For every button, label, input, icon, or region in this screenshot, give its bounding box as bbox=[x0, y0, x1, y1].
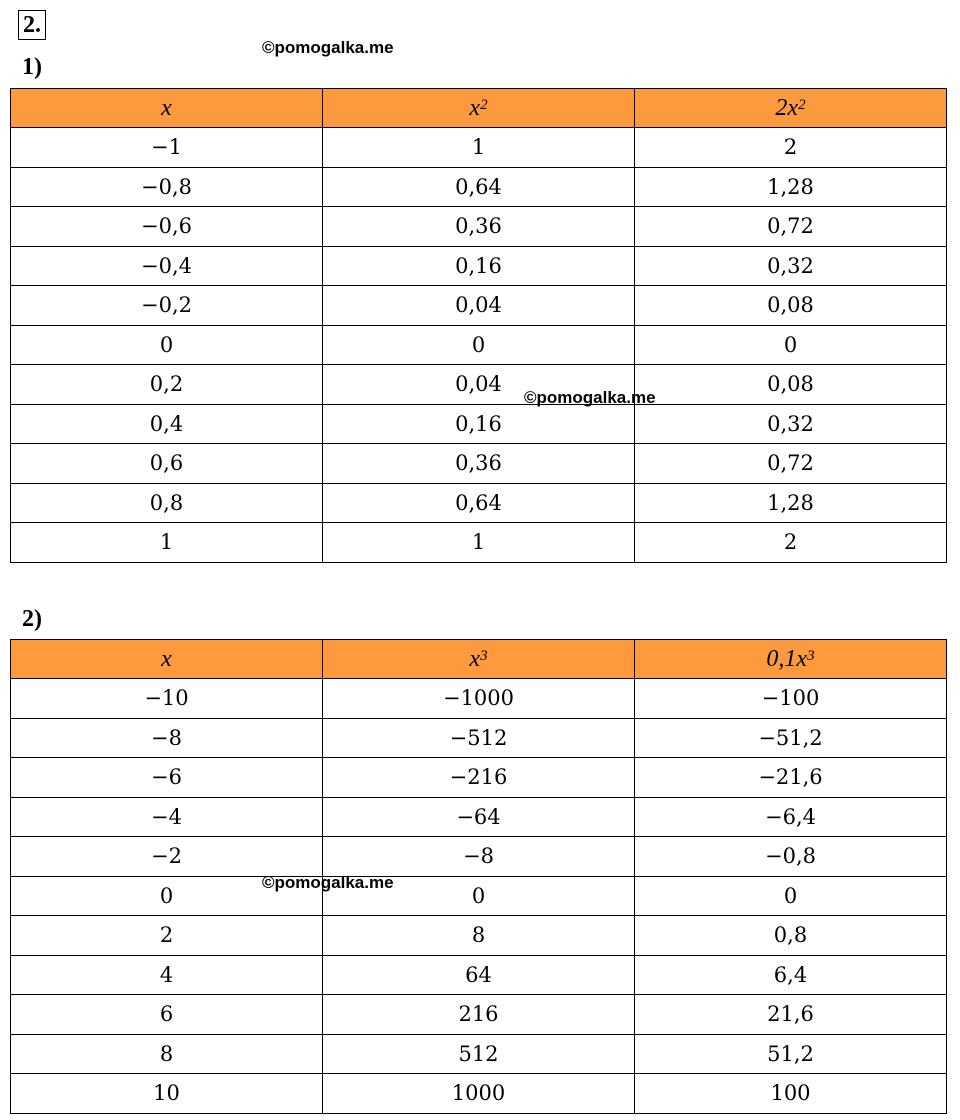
table-cell: 0,08 bbox=[634, 285, 947, 326]
table-cell: 6,4 bbox=[634, 954, 947, 995]
table-cell: 0,72 bbox=[634, 206, 947, 247]
header-sup: 2 bbox=[798, 96, 806, 113]
table-cell: 64 bbox=[322, 954, 635, 995]
table-cell: −0,8 bbox=[10, 166, 323, 207]
table-cell: 21,6 bbox=[634, 994, 947, 1035]
table-cell: −6 bbox=[10, 757, 323, 798]
table-cell: 0,32 bbox=[634, 403, 947, 444]
section-label: 2. bbox=[18, 10, 46, 40]
table-cell: −64 bbox=[322, 796, 635, 837]
table-cell: 2 bbox=[634, 522, 947, 563]
table-cell: 1,28 bbox=[634, 166, 947, 207]
table-cell: 0,8 bbox=[634, 915, 947, 956]
table-cell: −100 bbox=[634, 678, 947, 719]
table-cell: −6,4 bbox=[634, 796, 947, 837]
table-cell: 10 bbox=[10, 1073, 323, 1114]
table-cell: 0,04 bbox=[322, 285, 635, 326]
table-cell: −10 bbox=[10, 678, 323, 719]
table-cell: 0,64 bbox=[322, 482, 635, 523]
watermark: ©pomogalka.me bbox=[524, 388, 656, 407]
header-text: x bbox=[469, 645, 481, 672]
table-cell: 0,36 bbox=[322, 206, 635, 247]
table-cell: 0,64 bbox=[322, 166, 635, 207]
table-cell: 1,28 bbox=[634, 482, 947, 523]
header-cell: x bbox=[10, 88, 323, 128]
header-cell: 2x 2 bbox=[634, 88, 947, 128]
part-label: 1) bbox=[22, 54, 42, 80]
table-cell: −8 bbox=[10, 717, 323, 758]
table-cell: 0,08 bbox=[634, 364, 947, 405]
table-cell: 0 bbox=[10, 324, 323, 365]
header-cell: x bbox=[10, 639, 323, 679]
table-cell: −216 bbox=[322, 757, 635, 798]
table-cell: −1 bbox=[10, 127, 323, 168]
table-cell: 100 bbox=[634, 1073, 947, 1114]
table-cell: 2 bbox=[634, 127, 947, 168]
table-cell: −0,8 bbox=[634, 836, 947, 877]
table-cell: 216 bbox=[322, 994, 635, 1035]
table-cell: 8 bbox=[10, 1033, 323, 1074]
table-cell: 0,36 bbox=[322, 443, 635, 484]
header-text: 0,1x bbox=[766, 645, 808, 672]
table-cell: −8 bbox=[322, 836, 635, 877]
part-label: 2) bbox=[22, 606, 42, 632]
table-cell: −0,4 bbox=[10, 245, 323, 286]
header-cell: 0,1x 3 bbox=[634, 639, 947, 679]
table-cell: 512 bbox=[322, 1033, 635, 1074]
table-cell: 0,4 bbox=[10, 403, 323, 444]
table-cell: 0 bbox=[634, 875, 947, 916]
table-cell: −0,2 bbox=[10, 285, 323, 326]
header-text: 2x bbox=[775, 94, 799, 121]
header-sup: 2 bbox=[480, 96, 488, 113]
table-cell: 0,32 bbox=[634, 245, 947, 286]
header-sup: 3 bbox=[480, 647, 488, 664]
table-cell: −512 bbox=[322, 717, 635, 758]
watermark: ©pomogalka.me bbox=[262, 38, 394, 57]
table-cell: 1 bbox=[322, 127, 635, 168]
table-cell: −2 bbox=[10, 836, 323, 877]
table-cell: −51,2 bbox=[634, 717, 947, 758]
table-cell: −0,6 bbox=[10, 206, 323, 247]
watermark: ©pomogalka.me bbox=[262, 873, 394, 892]
table-cell: 0,2 bbox=[10, 364, 323, 405]
header-text: x bbox=[161, 645, 172, 672]
header-text: x bbox=[161, 94, 172, 121]
table-cell: −21,6 bbox=[634, 757, 947, 798]
table-cell: 0 bbox=[634, 324, 947, 365]
table-cell: 0,8 bbox=[10, 482, 323, 523]
header-text: x bbox=[469, 94, 481, 121]
table-cell: 0,6 bbox=[10, 443, 323, 484]
table-cell: 8 bbox=[322, 915, 635, 956]
table-cell: −4 bbox=[10, 796, 323, 837]
table-cell: 1000 bbox=[322, 1073, 635, 1114]
table-cell: 2 bbox=[10, 915, 323, 956]
table-cell: −1000 bbox=[322, 678, 635, 719]
table-cell: 0 bbox=[322, 324, 635, 365]
table-cell: 1 bbox=[10, 522, 323, 563]
table-cell: 0,72 bbox=[634, 443, 947, 484]
table-cell: 0,16 bbox=[322, 245, 635, 286]
header-sup: 3 bbox=[807, 647, 815, 664]
table-cell: 51,2 bbox=[634, 1033, 947, 1074]
table-cell: 6 bbox=[10, 994, 323, 1035]
table-cell: 1 bbox=[322, 522, 635, 563]
table-cell: 4 bbox=[10, 954, 323, 995]
table-cell: 0,16 bbox=[322, 403, 635, 444]
